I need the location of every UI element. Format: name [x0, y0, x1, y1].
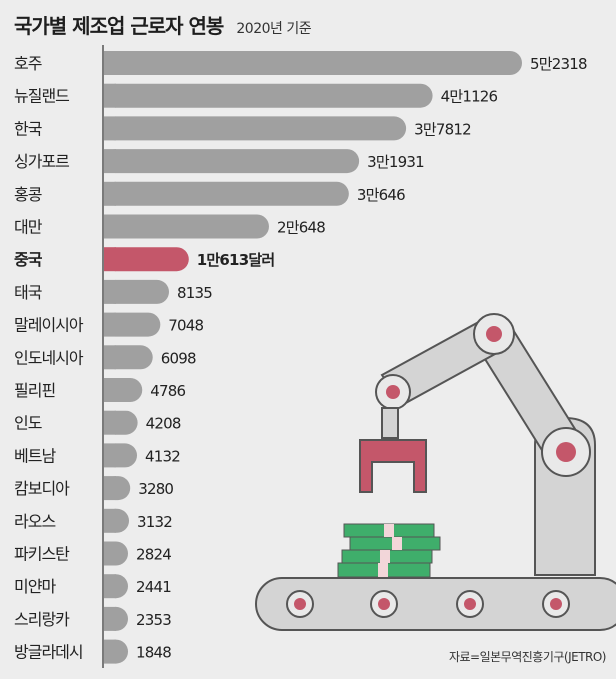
- value-label: 3만7812: [414, 120, 471, 138]
- value-label: 2441: [136, 578, 171, 596]
- bar-base: [104, 541, 116, 566]
- bar-base: [104, 312, 116, 337]
- value-label: 2824: [136, 546, 171, 564]
- value-label: 1만613달러: [197, 251, 275, 269]
- bar: [104, 312, 161, 337]
- value-label: 2353: [136, 611, 171, 629]
- bar-base: [104, 279, 116, 304]
- value-label: 8135: [177, 284, 212, 302]
- bar-base: [104, 410, 116, 435]
- category-label: 인도: [14, 414, 42, 433]
- source-note: 자료=일본무역진흥기구(JETRO): [448, 650, 607, 664]
- bar: [104, 116, 407, 141]
- conveyor-belt: [255, 577, 616, 631]
- category-label: 방글라데시: [14, 643, 83, 662]
- value-label: 4만1126: [441, 88, 498, 106]
- robot-neck: [381, 407, 399, 439]
- category-label: 한국: [14, 119, 42, 138]
- bar-base: [104, 51, 116, 75]
- bar: [104, 83, 433, 108]
- chart-title: 국가별 제조업 근로자 연봉: [14, 14, 224, 38]
- category-label: 베트남: [14, 446, 56, 465]
- value-label: 7048: [168, 317, 203, 335]
- bar: [104, 345, 153, 370]
- category-label: 라오스: [14, 512, 55, 531]
- bar-base: [104, 443, 116, 468]
- bar: [104, 149, 360, 174]
- category-label: 호주: [14, 54, 42, 73]
- bar-base: [104, 214, 116, 239]
- category-label: 홍콩: [14, 185, 42, 204]
- bar-base: [104, 378, 116, 402]
- bar: [104, 214, 269, 239]
- value-label: 4132: [145, 447, 180, 465]
- bar: [104, 279, 169, 304]
- category-label: 파키스탄: [14, 545, 70, 564]
- bar-base: [104, 181, 116, 206]
- category-label: 인도네시아: [14, 348, 84, 367]
- category-label: 중국: [14, 250, 43, 269]
- bar-base: [104, 116, 116, 141]
- bar-base: [104, 83, 116, 108]
- chart-subtitle: 2020년 기준: [236, 21, 312, 37]
- category-label: 태국: [14, 283, 42, 302]
- bar: [104, 181, 349, 206]
- value-label: 2만648: [277, 219, 325, 237]
- bar-base: [104, 476, 116, 501]
- bar-base: [104, 247, 116, 272]
- category-label: 캄보디아: [14, 479, 70, 498]
- bar-base: [104, 345, 116, 370]
- value-label: 3280: [138, 480, 173, 498]
- value-label: 4208: [146, 415, 181, 433]
- chart-header: 국가별 제조업 근로자 연봉 2020년 기준: [14, 10, 312, 39]
- value-label: 4786: [150, 382, 185, 400]
- value-label: 5만2318: [530, 55, 587, 73]
- robot-arm-conveyor-illustration: [255, 313, 616, 631]
- bar: [104, 247, 189, 272]
- category-label: 말레이시아: [14, 316, 84, 335]
- bar-base: [104, 639, 116, 664]
- robot-claw: [359, 439, 427, 493]
- category-label: 필리핀: [14, 381, 55, 400]
- money-stack: [337, 523, 441, 578]
- bar-base: [104, 508, 116, 533]
- bar-base: [104, 149, 116, 174]
- bar: [104, 51, 522, 75]
- category-label: 스리랑카: [14, 610, 70, 629]
- bar-base: [104, 606, 116, 631]
- value-label: 3만1931: [367, 153, 424, 171]
- category-label: 미얀마: [14, 577, 56, 596]
- category-label: 싱가포르: [14, 152, 69, 171]
- value-label: 1848: [136, 644, 171, 662]
- bars-group: 호주 5만2318 뉴질랜드 4만1126 한국 3만7812 싱가포르 3만1931 홍콩 3만…: [14, 51, 588, 664]
- conveyor-rollers: [286, 590, 570, 618]
- bar-base: [104, 574, 116, 599]
- value-label: 3만646: [357, 186, 405, 204]
- category-label: 뉴질랜드: [14, 87, 69, 106]
- category-label: 대만: [14, 218, 43, 237]
- value-label: 6098: [161, 349, 196, 367]
- value-label: 3132: [137, 513, 172, 531]
